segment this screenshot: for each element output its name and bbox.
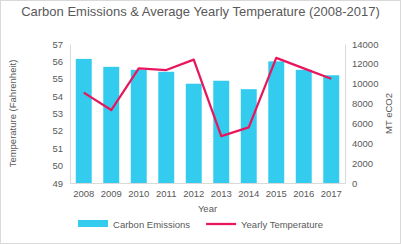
axis-line [345,45,346,184]
tick-label: 53 [52,108,63,119]
bar [76,59,92,183]
y2-axis-title: MT eCO2 [383,93,394,134]
legend-label: Yearly Temperature [241,219,323,230]
axis-line [71,183,346,184]
tick: 4000 [345,138,373,149]
chart-border [1,1,401,244]
title-line: Carbon Emissions & Average Yearly Temper… [21,4,380,19]
legend-swatch [206,223,236,225]
tick-label: 2011 [156,188,176,199]
bar [131,70,147,183]
title: Carbon Emissions & Average Yearly Temper… [21,4,380,19]
tick: 2013 [211,183,232,199]
bar-series [76,59,339,183]
tick: 54 [52,91,70,102]
tick: 10000 [345,78,378,89]
marks [76,58,339,183]
tick-label: 51 [52,143,63,154]
tick: 2009 [101,183,122,199]
bar [296,70,312,183]
tick-label: 8000 [352,98,373,109]
legend-swatch [78,220,108,227]
tick: 2014 [238,183,259,199]
tick-label: 56 [52,56,63,67]
tick: 8000 [345,98,373,109]
tick: 2011 [156,183,176,199]
tick: 2015 [266,183,287,199]
tick: 53 [52,108,70,119]
tick: 55 [52,73,70,84]
tick: 2008 [73,183,94,199]
y2-axis: 0 2000 4000 6000 8000 10000 12000 14000 [345,39,378,189]
tick: 56 [52,56,70,67]
tick-label: 2000 [352,158,373,169]
tick: 6000 [345,118,373,129]
axis-line [70,45,71,184]
tick-label: 0 [352,178,357,189]
tick-label: 14000 [352,39,378,50]
tick: 2016 [293,183,314,199]
legend-item: Carbon Emissions [78,219,190,230]
tick-label: 2009 [101,188,122,199]
tick-label: 2012 [183,188,204,199]
tick: 51 [52,143,70,154]
tick-label: 57 [52,39,63,50]
tick: 2012 [183,183,204,199]
tick-label: 2013 [211,188,232,199]
tick-label: 49 [52,178,63,189]
bar [241,89,257,183]
tick-label: 4000 [352,138,373,149]
tick: 12000 [345,58,378,69]
x-axis: 2008 2009 2010 2011 2012 2013 2014 2015 2016 2017 [71,183,346,199]
tick-label: 50 [52,160,63,171]
bar [103,67,119,183]
tick: 2017 [321,183,342,199]
tick: 50 [52,160,70,171]
tick-label: 10000 [352,78,378,89]
tick-label: 55 [52,73,63,84]
y-axis-title: Temperature (Fahrenheit) [7,60,18,168]
bar [323,75,339,183]
tick-label: 6000 [352,118,373,129]
tick-label: 2016 [293,188,314,199]
tick: 14000 [345,39,378,50]
tick: 49 [52,178,70,189]
bar [158,72,174,183]
tick: 52 [52,125,70,136]
bar [186,84,202,183]
tick: 2010 [128,183,149,199]
tick: 2000 [345,158,373,169]
y-axis: 49 50 51 52 53 54 55 56 57 [52,39,70,189]
tick-label: 12000 [352,58,378,69]
tick-label: 54 [52,91,63,102]
tick-label: 2017 [321,188,342,199]
bar [213,81,229,183]
legend: Carbon Emissions Yearly Temperature [78,219,323,230]
chart: Carbon Emissions & Average Yearly Temper… [0,0,401,244]
x-axis-title: Year [198,203,217,214]
legend-label: Carbon Emissions [113,219,190,230]
tick-label: 2010 [128,188,149,199]
tick-label: 2008 [73,188,94,199]
tick: 0 [345,178,357,189]
tick-label: 52 [52,125,63,136]
line [84,58,332,136]
tick: 57 [52,39,70,50]
tick-label: 2014 [238,188,259,199]
tick-label: 2015 [266,188,287,199]
bar [268,61,284,183]
legend-item: Yearly Temperature [206,219,323,230]
plot: 49 50 51 52 53 54 55 56 57 0 2000 4000 6000 8000 10000… [52,39,378,199]
